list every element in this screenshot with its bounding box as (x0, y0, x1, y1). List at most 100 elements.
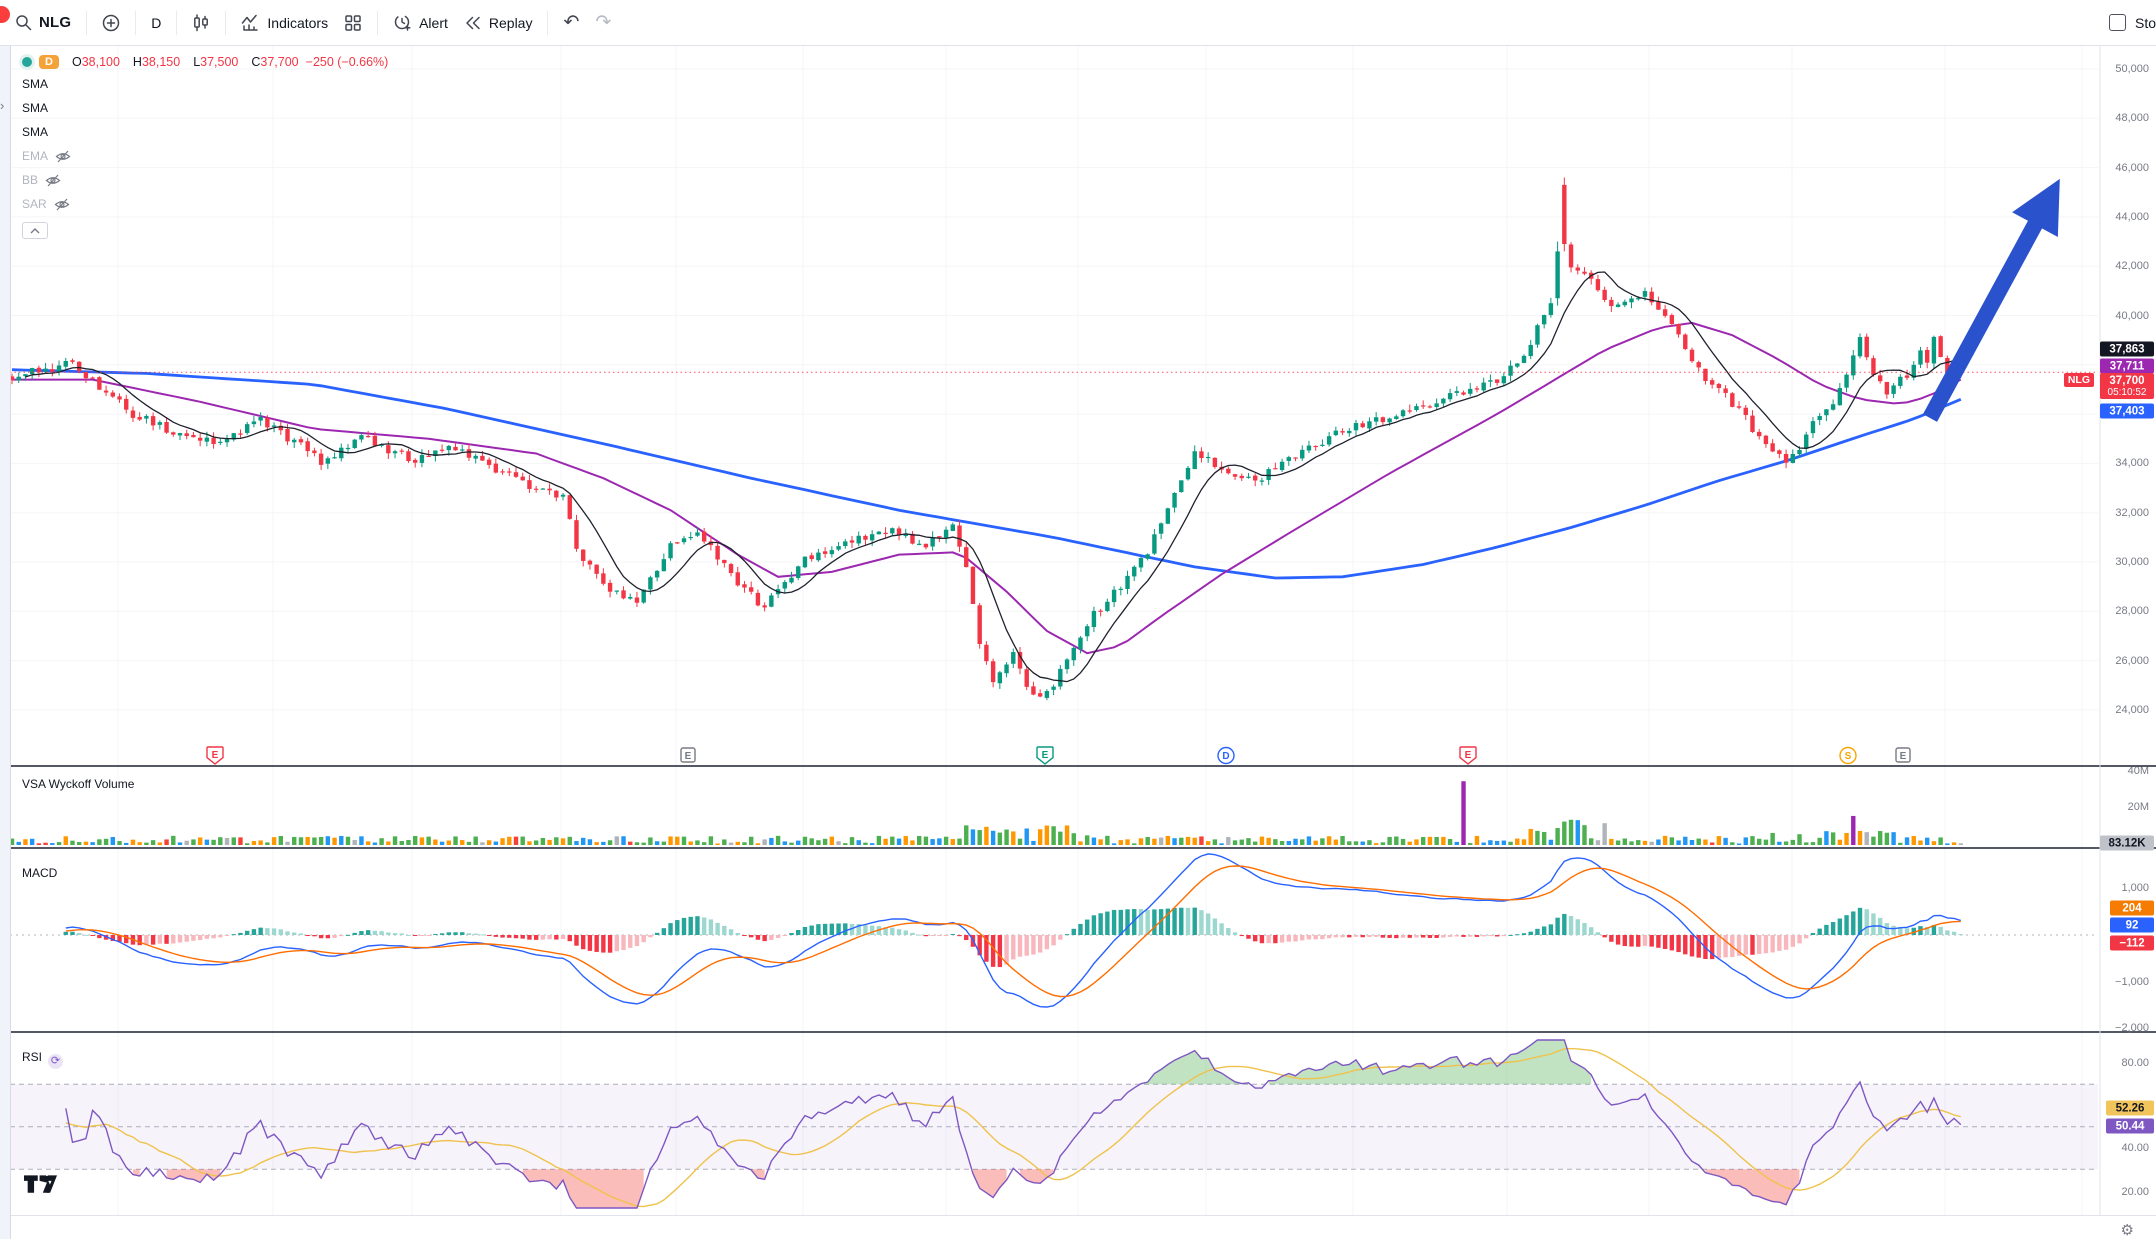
indicator-row-sma2[interactable]: SMA (22, 101, 49, 115)
macd-pane-title[interactable]: MACD (22, 866, 58, 880)
interval-label: D (151, 14, 162, 31)
tradingview-logo[interactable] (24, 1175, 57, 1194)
price-tick: 40,000 (2115, 309, 2149, 322)
ohlc-close-label: C37,700 (251, 55, 299, 69)
sma-slow-line (11, 368, 1962, 580)
ohlc-high-label: H38,150 (132, 55, 181, 69)
eye-off-icon[interactable] (54, 198, 70, 211)
price-tick: 28,000 (2115, 605, 2149, 618)
ohlc-low-label: L37,500 (193, 55, 239, 69)
price-tick: 30,000 (2115, 556, 2149, 568)
price-tick: 44,000 (2115, 210, 2149, 223)
svg-text:E: E (685, 751, 692, 762)
indicator-row-ema[interactable]: EMA (22, 144, 388, 168)
compare-add-button[interactable] (96, 9, 126, 37)
undo-icon: ↶ (563, 12, 580, 33)
volume-pane-title[interactable]: VSA Wyckoff Volume (22, 777, 135, 791)
rsi-pane-title[interactable]: RSI ⟳ (22, 1050, 64, 1069)
replay-button[interactable]: Replay (458, 10, 539, 36)
replay-icon (466, 16, 480, 29)
indicator-row-sma1[interactable]: SMA (22, 77, 49, 91)
svg-text:E: E (1900, 751, 1907, 762)
alert-button[interactable]: Alert (387, 8, 454, 37)
macd-line (65, 853, 1962, 1008)
event-marker-e[interactable]: E (1036, 746, 1054, 765)
alert-label: Alert (419, 14, 448, 31)
event-marker-e[interactable]: E (1894, 746, 1912, 765)
price-badge: 37,700 05:10:52 (2100, 373, 2154, 399)
macd-badge: −112 (2110, 935, 2154, 951)
watchlist-panel-icon[interactable] (2108, 14, 2126, 31)
macd-tick: −2,000 (2115, 1022, 2149, 1034)
volume-bars-layer (9, 781, 1963, 845)
event-marker-d[interactable]: D (1217, 746, 1235, 765)
sma-fast-line (25, 271, 1961, 683)
axis-settings-gear-icon[interactable]: ⚙ (2120, 1222, 2134, 1239)
arrow-drawing[interactable] (1907, 166, 2083, 430)
candles-layer (9, 177, 1963, 701)
price-tick: 46,000 (2115, 161, 2149, 174)
chevron-up-icon (30, 227, 40, 233)
record-dot (0, 6, 10, 23)
rsi-tick: 40.00 (2121, 1142, 2149, 1154)
redo-button[interactable]: ↷ (589, 8, 617, 37)
rsi-loading-icon: ⟳ (48, 1054, 64, 1069)
interval-badge: D (39, 55, 59, 69)
undo-button[interactable]: ↶ (557, 8, 585, 37)
event-marker-e[interactable]: E (206, 746, 224, 765)
price-tick: 26,000 (2115, 654, 2149, 667)
event-marker-e[interactable]: E (1459, 746, 1477, 765)
candlestick-icon (194, 13, 209, 31)
rsi-tick: 20.00 (2121, 1186, 2149, 1198)
indicators-label: Indicators (267, 14, 329, 31)
right-panel-label[interactable]: Sto (2134, 14, 2156, 31)
svg-text:D: D (1222, 751, 1229, 762)
price-tick: 32,000 (2115, 506, 2149, 519)
rsi-tick: 80.00 (2121, 1057, 2149, 1069)
symbol-price-tag: NLG (2063, 373, 2094, 387)
layout-templates-button[interactable] (338, 9, 368, 37)
price-tick: 48,000 (2115, 112, 2149, 125)
svg-text:E: E (1042, 750, 1049, 761)
search-icon (16, 15, 32, 31)
indicator-row-bb[interactable]: BB (22, 168, 388, 192)
time-axis[interactable] (0, 1215, 2156, 1240)
chart-style-button[interactable] (186, 9, 216, 37)
indicators-button[interactable]: Indicators (235, 9, 334, 37)
expand-panel-chevron-icon[interactable]: › (0, 98, 5, 113)
svg-text:S: S (1845, 751, 1852, 762)
price-tick: 42,000 (2115, 260, 2149, 273)
event-marker-s[interactable]: S (1839, 746, 1857, 765)
macd-histogram-layer (63, 907, 1963, 968)
rsi-badge: 50.44 (2106, 1118, 2154, 1134)
indicator-row-sar[interactable]: SAR (22, 192, 388, 216)
redo-icon: ↷ (595, 12, 612, 33)
svg-text:E: E (212, 750, 219, 761)
macd-signal-line (65, 865, 1961, 998)
indicator-row-sma3[interactable]: SMA (22, 125, 49, 139)
grid-layout-icon (345, 14, 361, 31)
macd-badge: 92 (2110, 917, 2154, 933)
event-marker-e[interactable]: E (679, 746, 697, 765)
legend-collapse-button[interactable] (22, 222, 48, 239)
top-toolbar: NLG D Indicators (0, 0, 2156, 46)
eye-off-icon[interactable] (45, 174, 61, 187)
svg-text:E: E (1465, 750, 1472, 761)
rsi-ma-line (65, 1047, 1961, 1208)
symbol-search-button[interactable]: NLG (9, 9, 77, 36)
price-tick: 24,000 (2115, 703, 2149, 716)
interval-button[interactable]: D (145, 10, 167, 36)
left-toolbar-strip[interactable] (0, 45, 11, 1239)
market-status-dot (22, 57, 32, 67)
volume-tick: 40M (2127, 765, 2149, 777)
macd-tick: 1,000 (2121, 882, 2149, 894)
chart-legend: D O38,100 H38,150 L37,500 C37,700 −250 (… (22, 52, 388, 239)
ohlc-open-label: O38,100 (71, 55, 120, 69)
price-tick: 34,000 (2115, 457, 2149, 470)
volume-tick: 20M (2127, 801, 2149, 813)
eye-off-icon[interactable] (55, 150, 71, 163)
macd-tick: −1,000 (2115, 976, 2149, 988)
price-badge: 37,863 (2100, 341, 2154, 357)
macd-badge: 204 (2110, 900, 2154, 916)
